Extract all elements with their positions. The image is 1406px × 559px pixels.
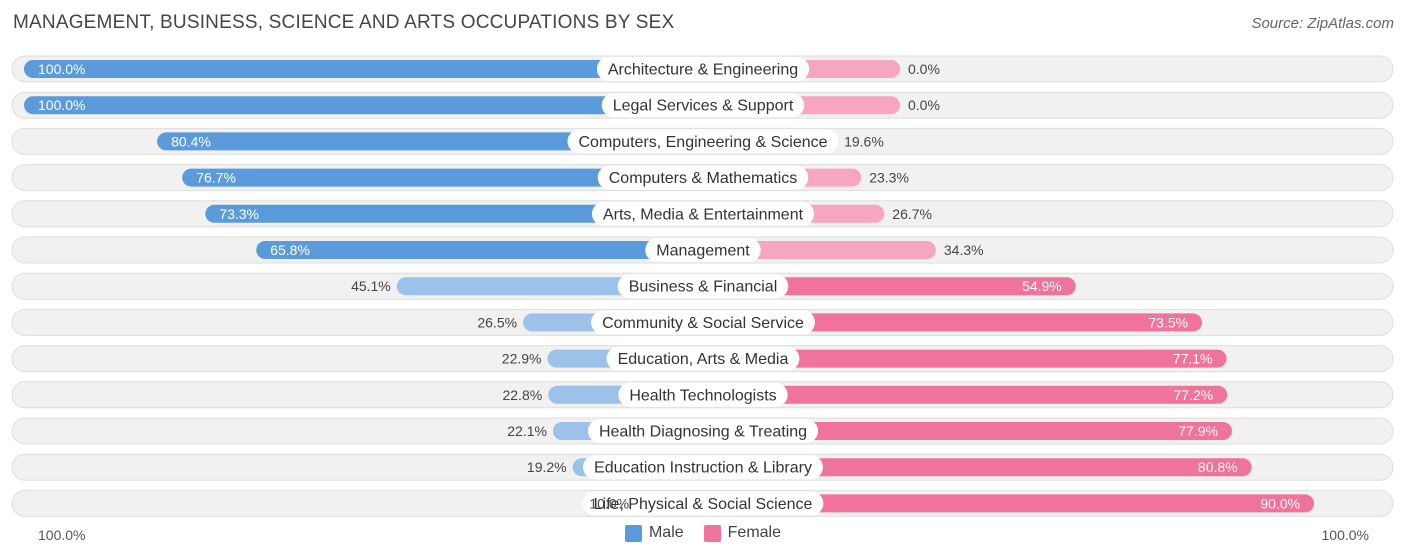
male-value-label: 22.1% [507, 423, 547, 439]
bar-row: Legal Services & Support 100.0% 0.0% [11, 91, 1394, 119]
male-value-label: 65.8% [270, 242, 310, 258]
category-label: Health Technologists [629, 387, 776, 404]
male-bar [24, 96, 715, 115]
female-bar [691, 494, 1315, 513]
legend-male-label: Male [648, 524, 684, 541]
bar-row: Arts, Media & Entertainment 73.3% 26.7% [11, 200, 1394, 228]
female-value-label: 77.2% [1173, 387, 1213, 403]
category-label-bg [567, 129, 839, 154]
bar-row: Health Diagnosing & Treating 22.1% 77.9% [11, 417, 1394, 445]
category-label-bg [587, 419, 819, 443]
category-label: Community & Social Service [602, 315, 804, 332]
category-label: Arts, Media & Entertainment [603, 206, 804, 223]
category-label: Computers, Engineering & Science [578, 134, 827, 151]
bar-row: Architecture & Engineering 100.0% 0.0% [11, 55, 1394, 83]
bar-row: Business & Financial 45.1% 54.9% [11, 272, 1394, 300]
female-value-label: 34.3% [944, 242, 984, 258]
male-value-label: 22.9% [502, 351, 542, 367]
category-label-bg [582, 491, 824, 516]
female-value-label: 77.1% [1173, 351, 1213, 367]
bar-row: Health Technologists 22.8% 77.2% [11, 381, 1394, 409]
female-value-label: 77.9% [1178, 423, 1218, 439]
female-bar [691, 422, 1232, 440]
bar-row: Management 65.8% 34.3% [11, 236, 1394, 264]
category-label: Management [656, 243, 750, 260]
category-label: Education, Arts & Media [618, 351, 789, 368]
legend: Male Female [0, 524, 1406, 542]
category-label-bg [606, 346, 800, 371]
male-value-label: 22.8% [502, 387, 542, 403]
category-label: Education Instruction & Library [594, 460, 812, 477]
male-value-label: 73.3% [219, 206, 259, 222]
male-swatch [624, 524, 642, 542]
male-value-label: 10.0% [589, 495, 629, 511]
female-bar [691, 313, 1203, 332]
axis-left-label: 100.0% [38, 527, 86, 543]
bar-row: Education Instruction & Library 19.2% 80.8… [11, 453, 1394, 481]
female-value-label: 80.8% [1198, 459, 1238, 475]
male-bar [24, 60, 715, 78]
female-value-label: 73.5% [1148, 314, 1188, 330]
category-label-bg [583, 455, 823, 480]
axis-right-label: 100.0% [1321, 527, 1369, 543]
male-value-label: 19.2% [527, 459, 567, 475]
female-value-label: 0.0% [908, 97, 940, 113]
male-bar [205, 204, 715, 223]
category-label: Health Diagnosing & Treating [599, 424, 807, 441]
category-label-bg [645, 238, 761, 262]
bar-row: Computers & Mathematics 76.7% 23.3% [11, 164, 1394, 192]
male-value-label: 80.4% [171, 133, 211, 149]
category-label: Legal Services & Support [613, 98, 794, 115]
category-label-bg [617, 274, 789, 299]
category-label-bg [591, 310, 815, 335]
female-value-label: 0.0% [908, 61, 940, 77]
female-bar [691, 458, 1252, 477]
female-bar [691, 349, 1227, 368]
female-value-label: 26.7% [892, 206, 932, 222]
legend-female-label: Female [727, 524, 782, 541]
female-bar [691, 385, 1228, 404]
male-bar [182, 168, 715, 187]
category-label-bg [596, 57, 810, 81]
female-swatch [703, 524, 721, 542]
category-label-bg [601, 93, 805, 118]
bar-row: Computers, Engineering & Science 80.4% 19.… [11, 127, 1394, 155]
category-label-bg [591, 201, 815, 226]
chart-title: MANAGEMENT, BUSINESS, SCIENCE AND ARTS O… [13, 12, 675, 33]
male-value-label: 100.0% [38, 61, 85, 77]
source-credit: Source: ZipAtlas.com [1251, 15, 1394, 32]
female-value-label: 23.3% [869, 170, 909, 186]
female-value-label: 19.6% [844, 133, 884, 149]
category-label: Business & Financial [629, 279, 778, 296]
category-label: Life, Physical & Social Science [594, 496, 813, 513]
bar-row: Community & Social Service 26.5% 73.5% [11, 308, 1394, 336]
male-value-label: 45.1% [351, 278, 391, 294]
male-value-label: 76.7% [196, 170, 236, 186]
female-value-label: 90.0% [1260, 495, 1300, 511]
male-value-label: 100.0% [38, 97, 85, 113]
legend-item-female: Female [703, 524, 782, 542]
bar-row: Education, Arts & Media 22.9% 77.1% [11, 345, 1394, 373]
category-label-bg [597, 165, 809, 190]
category-label-bg [618, 382, 788, 407]
category-label: Architecture & Engineering [608, 62, 798, 79]
male-value-label: 26.5% [477, 314, 517, 330]
legend-item-male: Male [624, 524, 684, 542]
male-bar [256, 241, 715, 259]
female-value-label: 54.9% [1022, 278, 1062, 294]
category-label: Computers & Mathematics [609, 170, 798, 187]
